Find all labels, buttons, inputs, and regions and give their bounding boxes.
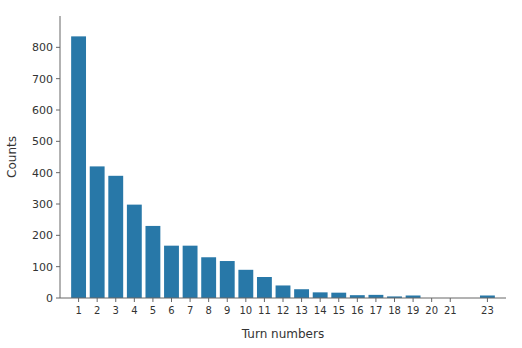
x-tick-label: 1 <box>75 305 81 316</box>
bar <box>276 285 291 298</box>
x-tick-label: 8 <box>205 305 211 316</box>
x-tick <box>245 298 246 302</box>
x-tick <box>190 298 191 302</box>
bar <box>71 36 86 298</box>
x-tick <box>208 298 209 302</box>
x-tick-label: 13 <box>295 305 308 316</box>
x-tick <box>357 298 358 302</box>
y-tick <box>56 266 60 267</box>
y-tick <box>56 172 60 173</box>
x-tick-label: 6 <box>168 305 174 316</box>
x-tick-label: 18 <box>388 305 401 316</box>
y-tick-label: 0 <box>46 292 53 305</box>
x-tick-label: 21 <box>444 305 457 316</box>
y-tick-label: 200 <box>32 229 53 242</box>
x-tick-label: 19 <box>407 305 420 316</box>
bar <box>294 289 309 298</box>
x-tick <box>134 298 135 302</box>
x-tick-label: 4 <box>131 305 137 316</box>
x-tick <box>431 298 432 302</box>
x-tick <box>487 298 488 302</box>
bars <box>71 36 495 298</box>
y-tick <box>56 78 60 79</box>
bar <box>127 205 142 298</box>
x-tick-label: 3 <box>113 305 119 316</box>
x-tick-label: 20 <box>425 305 438 316</box>
axes: 0100200300400500600700800123456789101112… <box>32 16 506 316</box>
bar <box>313 292 328 298</box>
y-tick-label: 800 <box>32 41 53 54</box>
x-tick <box>413 298 414 302</box>
x-tick <box>264 298 265 302</box>
x-tick-label: 15 <box>332 305 345 316</box>
bar <box>90 166 105 298</box>
x-tick-label: 7 <box>187 305 193 316</box>
x-tick-label: 2 <box>94 305 100 316</box>
bar <box>164 246 179 298</box>
bar <box>108 176 123 298</box>
x-tick-label: 11 <box>258 305 271 316</box>
x-tick-label: 16 <box>351 305 364 316</box>
x-tick <box>78 298 79 302</box>
y-tick-label: 600 <box>32 104 53 117</box>
y-axis-label: Counts <box>5 136 19 178</box>
y-tick <box>56 110 60 111</box>
y-tick-label: 500 <box>32 135 53 148</box>
y-tick <box>56 204 60 205</box>
x-tick <box>152 298 153 302</box>
x-tick <box>171 298 172 302</box>
bar <box>145 226 160 298</box>
bar <box>238 270 253 298</box>
x-tick-label: 23 <box>481 305 494 316</box>
x-tick-label: 5 <box>150 305 156 316</box>
chart: 0100200300400500600700800123456789101112… <box>0 0 522 348</box>
y-tick <box>56 47 60 48</box>
x-tick-label: 9 <box>224 305 230 316</box>
y-tick-label: 700 <box>32 73 53 86</box>
y-axis-line <box>60 16 61 298</box>
chart-container: 0100200300400500600700800123456789101112… <box>0 0 522 348</box>
x-tick <box>450 298 451 302</box>
y-tick <box>56 235 60 236</box>
x-tick <box>338 298 339 302</box>
x-tick-label: 10 <box>239 305 252 316</box>
y-tick-label: 100 <box>32 261 53 274</box>
x-tick <box>283 298 284 302</box>
bar <box>183 246 198 298</box>
bar <box>331 293 346 298</box>
x-tick <box>375 298 376 302</box>
bar <box>220 261 235 298</box>
x-tick <box>97 298 98 302</box>
x-tick-label: 14 <box>314 305 327 316</box>
x-tick-label: 12 <box>277 305 290 316</box>
y-tick <box>56 141 60 142</box>
x-tick <box>115 298 116 302</box>
y-tick-label: 400 <box>32 167 53 180</box>
x-tick <box>227 298 228 302</box>
y-tick <box>56 298 60 299</box>
y-tick-label: 300 <box>32 198 53 211</box>
x-tick <box>394 298 395 302</box>
bar <box>257 277 272 298</box>
bar <box>201 257 216 298</box>
x-tick <box>301 298 302 302</box>
x-tick <box>320 298 321 302</box>
x-tick-label: 17 <box>370 305 383 316</box>
x-axis-label: Turn numbers <box>241 327 324 341</box>
